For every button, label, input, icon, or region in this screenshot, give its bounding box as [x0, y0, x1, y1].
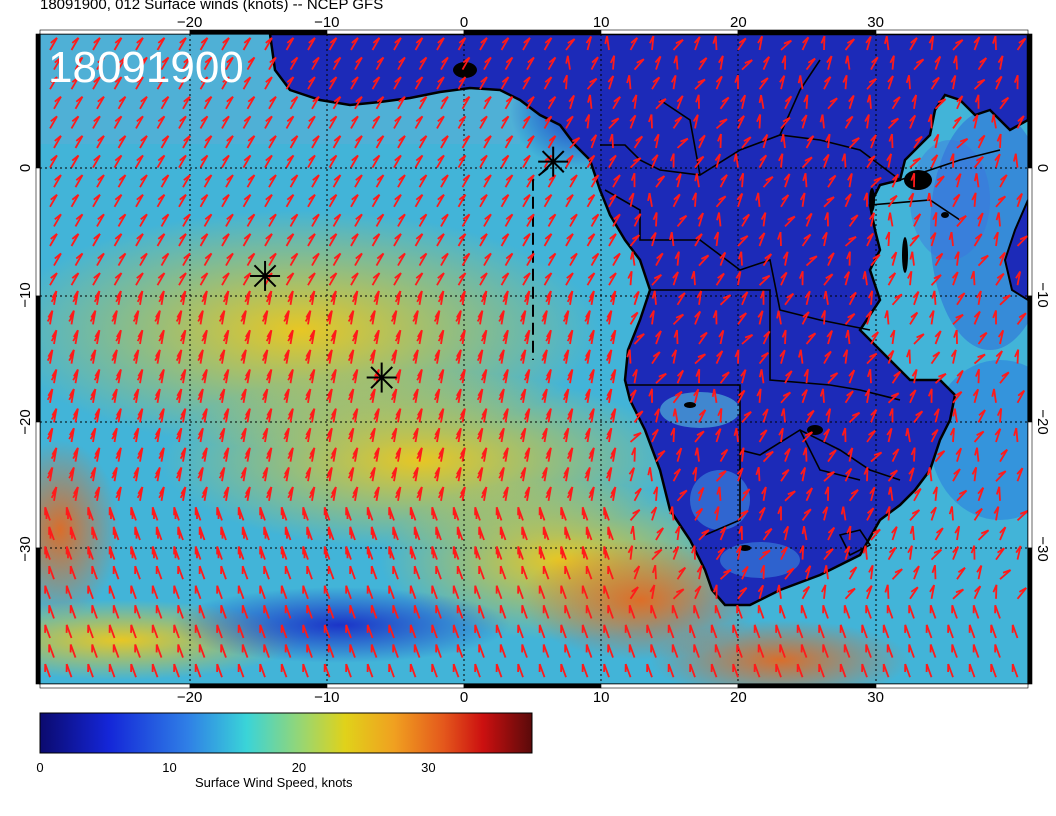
lon-tick-top: 0	[460, 14, 468, 31]
lon-tick-top: 20	[730, 14, 747, 31]
lat-tick-left: −10	[17, 282, 34, 307]
lat-tick-right: −10	[1034, 282, 1051, 307]
lon-tick-bottom: 10	[593, 689, 610, 706]
axis-bar-right	[1027, 33, 1033, 685]
lat-tick-left: −30	[17, 536, 34, 561]
colorbar-tick: 0	[36, 760, 43, 775]
map-field: 18091900	[40, 34, 1028, 684]
colorbar-tick: 30	[421, 760, 435, 775]
axis-bar-top	[39, 29, 1029, 35]
lon-tick-bottom: −10	[314, 689, 339, 706]
map-title: 18091900, 012 Surface winds (knots) -- N…	[40, 0, 384, 13]
lon-tick-top: 30	[867, 14, 884, 31]
lat-tick-left: 0	[17, 164, 34, 172]
storm-marker-1	[538, 146, 569, 177]
colorbar	[39, 712, 533, 754]
storm-markers	[250, 146, 569, 393]
colorbar-tick: 20	[292, 760, 306, 775]
date-stamp: 18091900	[48, 43, 244, 92]
lat-tick-right: −30	[1034, 536, 1051, 561]
lon-tick-bottom: 0	[460, 689, 468, 706]
wind-barbs	[44, 35, 1028, 678]
axis-bar-left	[35, 33, 41, 685]
lon-tick-top: 10	[593, 14, 610, 31]
lon-tick-bottom: −20	[177, 689, 202, 706]
storm-marker-2	[250, 260, 281, 291]
lat-tick-left: −20	[17, 409, 34, 434]
storm-marker-3	[366, 362, 397, 393]
lon-tick-top: −20	[177, 14, 202, 31]
axis-bar-bottom	[39, 683, 1029, 689]
lon-tick-bottom: 30	[867, 689, 884, 706]
lon-tick-top: −10	[314, 14, 339, 31]
lat-tick-right: −20	[1034, 409, 1051, 434]
lat-tick-right: 0	[1034, 164, 1051, 172]
colorbar-tick: 10	[162, 760, 176, 775]
lon-tick-bottom: 20	[730, 689, 747, 706]
lakes	[453, 62, 949, 551]
colorbar-label: Surface Wind Speed, knots	[195, 775, 353, 790]
graticule	[40, 34, 1028, 684]
